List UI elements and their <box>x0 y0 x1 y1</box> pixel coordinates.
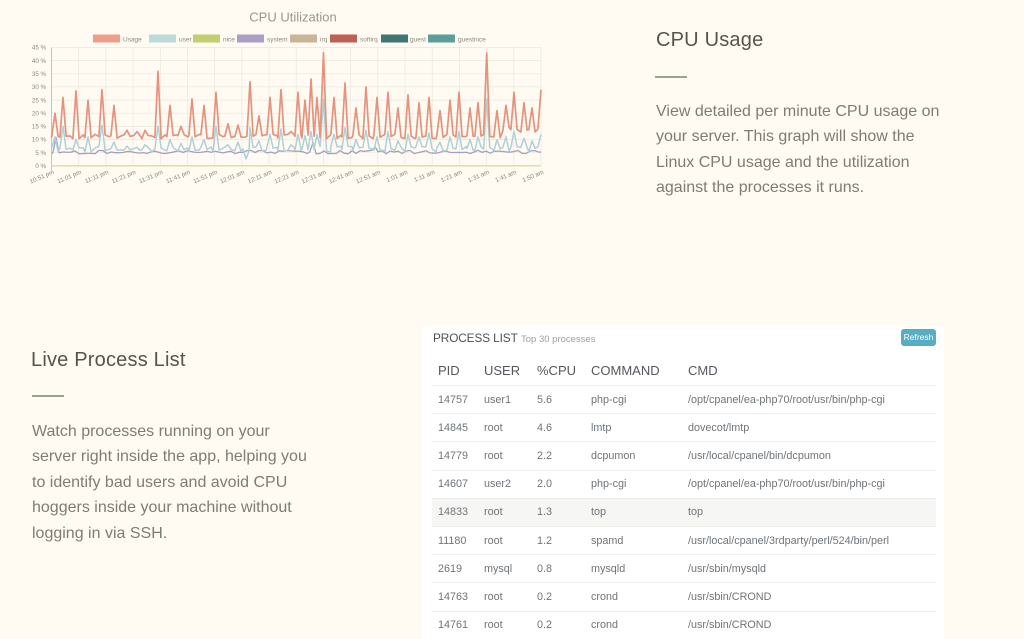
svg-text:11:41 pm: 11:41 pm <box>165 169 191 185</box>
svg-text:softirq: softirq <box>360 36 378 43</box>
svg-text:45 %: 45 % <box>32 45 47 52</box>
svg-text:15 %: 15 % <box>32 124 47 131</box>
svg-text:user: user <box>179 36 192 43</box>
svg-text:12:21 am: 12:21 am <box>273 169 299 186</box>
svg-text:10 %: 10 % <box>32 137 47 144</box>
svg-text:35 %: 35 % <box>32 71 47 78</box>
svg-text:11:31 pm: 11:31 pm <box>138 169 164 185</box>
svg-text:Usage: Usage <box>123 36 142 43</box>
svg-text:1:01 am: 1:01 am <box>385 169 408 184</box>
svg-text:0 %: 0 % <box>35 163 46 170</box>
svg-text:system: system <box>267 36 288 43</box>
svg-text:12:01 am: 12:01 am <box>219 169 245 186</box>
svg-text:1:50 am: 1:50 am <box>521 169 544 184</box>
svg-text:40 %: 40 % <box>32 58 47 65</box>
svg-text:guest: guest <box>410 36 426 43</box>
svg-text:1:21 am: 1:21 am <box>440 169 463 184</box>
svg-text:30 %: 30 % <box>32 84 47 91</box>
svg-text:1:31 am: 1:31 am <box>467 169 490 184</box>
svg-text:1:11 am: 1:11 am <box>413 169 436 184</box>
svg-text:11:11 pm: 11:11 pm <box>84 169 110 185</box>
svg-text:5 %: 5 % <box>35 150 46 157</box>
svg-text:CPU Utilization: CPU Utilization <box>249 10 336 25</box>
svg-text:guestnice: guestnice <box>458 36 486 43</box>
svg-text:20 %: 20 % <box>32 110 47 117</box>
svg-text:12:41 am: 12:41 am <box>328 169 354 186</box>
svg-text:12:31 am: 12:31 am <box>301 169 327 186</box>
svg-text:11:51 pm: 11:51 pm <box>192 169 218 185</box>
svg-text:12:11 am: 12:11 am <box>247 169 273 185</box>
svg-text:1:41 am: 1:41 am <box>494 169 517 184</box>
svg-text:10:51 pm: 10:51 pm <box>29 169 55 186</box>
svg-text:11:01 pm: 11:01 pm <box>56 169 82 185</box>
svg-text:25 %: 25 % <box>32 97 47 104</box>
svg-text:11:21 pm: 11:21 pm <box>111 169 137 185</box>
svg-text:12:51 am: 12:51 am <box>355 169 381 186</box>
svg-text:irq: irq <box>320 36 328 43</box>
svg-text:nice: nice <box>223 36 235 43</box>
